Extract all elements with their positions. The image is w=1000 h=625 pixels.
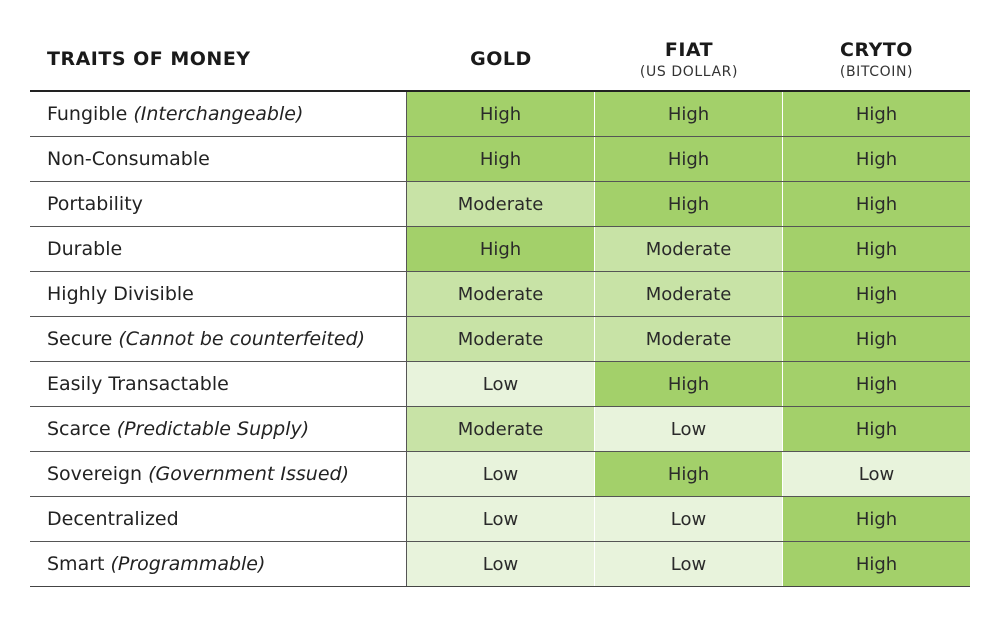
trait-name: Portability bbox=[47, 193, 143, 215]
table-row: Durable High Moderate High bbox=[30, 227, 970, 272]
fiat-value-cell: High bbox=[595, 137, 783, 181]
trait-name: Easily Transactable bbox=[47, 373, 229, 395]
table-row: Highly Divisible Moderate Moderate High bbox=[30, 272, 970, 317]
trait-note: (Government Issued) bbox=[148, 463, 349, 485]
table-row: Sovereign (Government Issued) Low High Low bbox=[30, 452, 970, 497]
gold-value-cell: Moderate bbox=[407, 182, 595, 226]
gold-value-cell: Moderate bbox=[407, 272, 595, 316]
gold-value-cell: Moderate bbox=[407, 407, 595, 451]
trait-cell: Portability bbox=[30, 182, 407, 226]
trait-name: Durable bbox=[47, 238, 123, 260]
trait-note: (Interchangeable) bbox=[133, 103, 304, 125]
fiat-value-cell: Low bbox=[595, 407, 783, 451]
header-gold: GOLD bbox=[407, 28, 595, 90]
table-row: Easily Transactable Low High High bbox=[30, 362, 970, 407]
header-gold-title: GOLD bbox=[470, 48, 532, 70]
header-traits-label: TRAITS OF MONEY bbox=[47, 48, 251, 70]
fiat-value-cell: Moderate bbox=[595, 317, 783, 361]
fiat-value-cell: Moderate bbox=[595, 227, 783, 271]
trait-name: Smart bbox=[47, 553, 105, 575]
crypto-value-cell: High bbox=[783, 317, 970, 361]
table-row: Scarce (Predictable Supply) Moderate Low Hig… bbox=[30, 407, 970, 452]
crypto-value-cell: High bbox=[783, 362, 970, 406]
trait-name: Secure bbox=[47, 328, 113, 350]
gold-value-cell: Low bbox=[407, 497, 595, 541]
fiat-value-cell: High bbox=[595, 362, 783, 406]
trait-note: (Predictable Supply) bbox=[116, 418, 310, 440]
gold-value-cell: Low bbox=[407, 452, 595, 496]
fiat-value-cell: Low bbox=[595, 542, 783, 586]
header-crypto-title: CRYTO bbox=[840, 38, 913, 61]
crypto-value-cell: High bbox=[783, 92, 970, 136]
table-row: Secure (Cannot be counterfeited) Moderate M… bbox=[30, 317, 970, 362]
trait-cell: Scarce (Predictable Supply) bbox=[30, 407, 407, 451]
fiat-value-cell: Low bbox=[595, 497, 783, 541]
trait-name: Non-Consumable bbox=[47, 148, 210, 170]
table-row: Non-Consumable High High High bbox=[30, 137, 970, 182]
crypto-value-cell: High bbox=[783, 272, 970, 316]
trait-name: Fungible bbox=[47, 103, 128, 125]
gold-value-cell: High bbox=[407, 92, 595, 136]
fiat-value-cell: High bbox=[595, 92, 783, 136]
header-fiat: FIAT (US DOLLAR) bbox=[595, 28, 783, 90]
crypto-value-cell: High bbox=[783, 542, 970, 586]
gold-value-cell: High bbox=[407, 137, 595, 181]
fiat-value-cell: High bbox=[595, 452, 783, 496]
table-body: Fungible (Interchangeable) High High High Non… bbox=[30, 92, 970, 587]
crypto-value-cell: High bbox=[783, 227, 970, 271]
trait-name: Scarce bbox=[47, 418, 111, 440]
trait-cell: Easily Transactable bbox=[30, 362, 407, 406]
trait-name: Highly Divisible bbox=[47, 283, 194, 305]
gold-value-cell: High bbox=[407, 227, 595, 271]
table-row: Portability Moderate High High bbox=[30, 182, 970, 227]
fiat-value-cell: High bbox=[595, 182, 783, 226]
crypto-value-cell: High bbox=[783, 137, 970, 181]
crypto-value-cell: High bbox=[783, 407, 970, 451]
trait-cell: Non-Consumable bbox=[30, 137, 407, 181]
gold-value-cell: Low bbox=[407, 542, 595, 586]
trait-cell: Fungible (Interchangeable) bbox=[30, 92, 407, 136]
header-fiat-subtitle: (US DOLLAR) bbox=[639, 63, 739, 80]
fiat-value-cell: Moderate bbox=[595, 272, 783, 316]
trait-name: Decentralized bbox=[47, 508, 179, 530]
trait-cell: Durable bbox=[30, 227, 407, 271]
trait-cell: Sovereign (Government Issued) bbox=[30, 452, 407, 496]
header-crypto: CRYTO (BITCOIN) bbox=[783, 28, 970, 90]
header-crypto-subtitle: (BITCOIN) bbox=[839, 63, 914, 80]
trait-cell: Highly Divisible bbox=[30, 272, 407, 316]
table-row: Decentralized Low Low High bbox=[30, 497, 970, 542]
trait-cell: Smart (Programmable) bbox=[30, 542, 407, 586]
traits-of-money-table: TRAITS OF MONEY GOLD FIAT (US DOLLAR) CR… bbox=[30, 28, 970, 587]
trait-note: (Programmable) bbox=[110, 553, 266, 575]
table-row: Fungible (Interchangeable) High High High bbox=[30, 92, 970, 137]
header-fiat-title: FIAT bbox=[664, 38, 714, 61]
crypto-value-cell: Low bbox=[783, 452, 970, 496]
crypto-value-cell: High bbox=[783, 182, 970, 226]
trait-cell: Decentralized bbox=[30, 497, 407, 541]
gold-value-cell: Low bbox=[407, 362, 595, 406]
gold-value-cell: Moderate bbox=[407, 317, 595, 361]
trait-note: (Cannot be counterfeited) bbox=[118, 328, 366, 350]
table-header: TRAITS OF MONEY GOLD FIAT (US DOLLAR) CR… bbox=[30, 28, 970, 92]
trait-name: Sovereign bbox=[47, 463, 143, 485]
header-traits: TRAITS OF MONEY bbox=[30, 28, 407, 90]
trait-cell: Secure (Cannot be counterfeited) bbox=[30, 317, 407, 361]
crypto-value-cell: High bbox=[783, 497, 970, 541]
table-row: Smart (Programmable) Low Low High bbox=[30, 542, 970, 587]
